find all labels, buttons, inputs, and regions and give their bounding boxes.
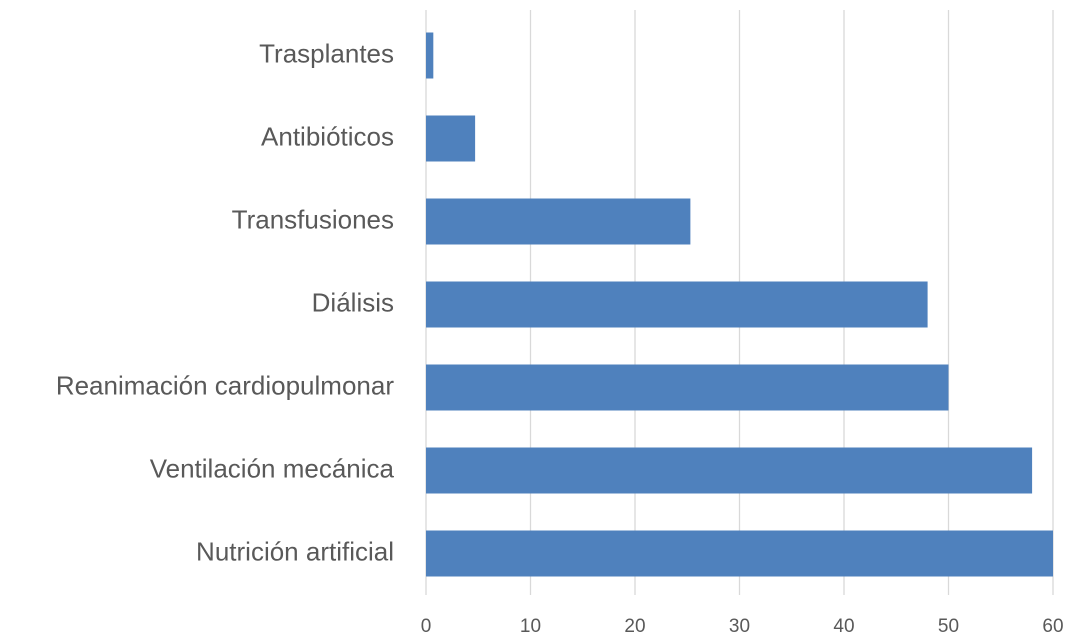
bar (426, 198, 691, 245)
x-tick-label: 30 (729, 616, 750, 637)
x-tick-label: 20 (624, 616, 645, 637)
y-tick-label: Ventilación mecánica (150, 453, 395, 483)
y-tick-label: Nutrición artificial (196, 536, 394, 566)
bar (426, 115, 476, 162)
x-tick-label: 10 (520, 616, 541, 637)
x-tick-label: 50 (938, 616, 959, 637)
x-tick-label: 0 (421, 616, 432, 637)
bar (426, 447, 1033, 494)
y-tick-label: Reanimación cardiopulmonar (56, 370, 395, 400)
bar (426, 364, 949, 411)
y-tick-label: Antibióticos (261, 121, 394, 151)
bar (426, 281, 928, 328)
y-tick-label: Diálisis (312, 287, 394, 317)
y-tick-label: Trasplantes (259, 38, 394, 68)
x-tick-label: 40 (833, 616, 854, 637)
y-tick-label: Transfusiones (232, 204, 394, 234)
x-tick-label: 60 (1042, 616, 1063, 637)
bar (426, 32, 434, 79)
bar (426, 530, 1053, 577)
